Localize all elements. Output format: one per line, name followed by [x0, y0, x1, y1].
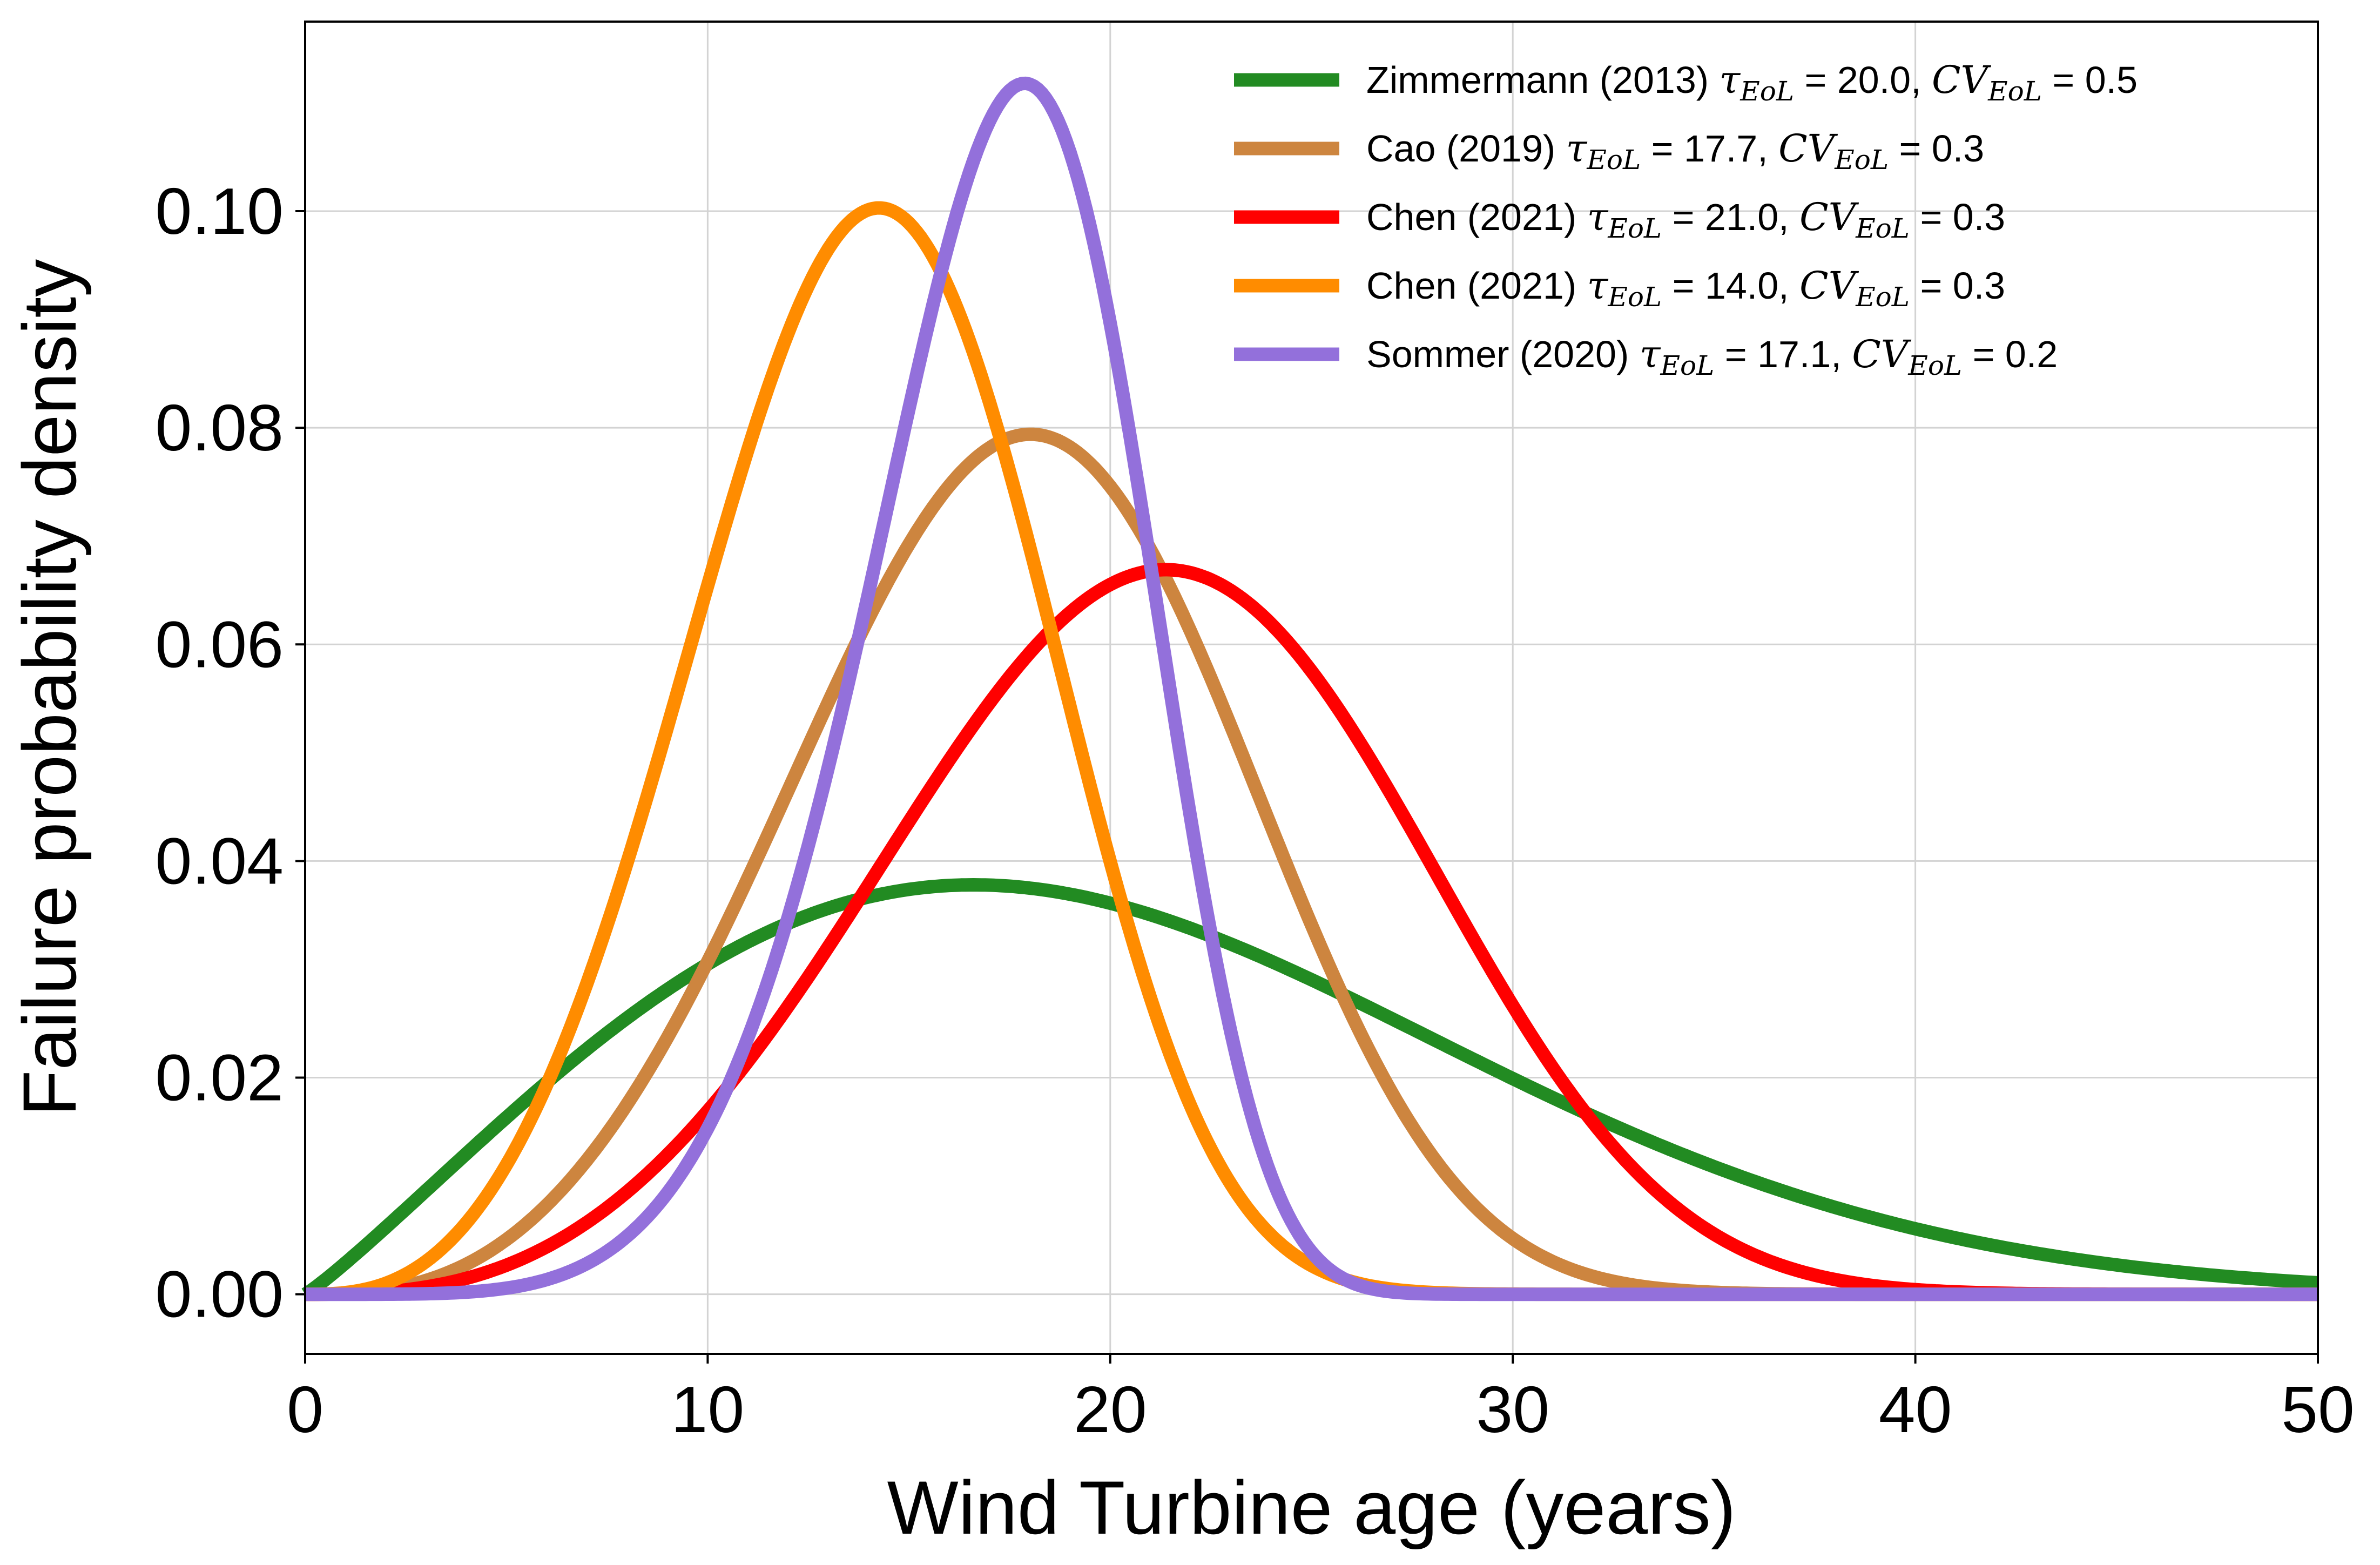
axis-ticks: 0 10 20 30 40 50 0.00 0.02 0.04 0.06 0.08 0.10	[156, 174, 2355, 1446]
legend-entry-5: Sommer (2020) τEoL = 17.1, CVEoL = 0.2	[1366, 332, 2058, 381]
x-tick-label: 10	[671, 1373, 745, 1446]
y-tick-label: 0.00	[156, 1258, 284, 1331]
y-axis-title: Failure probability density	[7, 259, 92, 1116]
legend-entry-1: Zimmermann (2013) τEoL = 20.0, CVEoL = 0…	[1366, 58, 2138, 107]
y-tick-label: 0.04	[156, 824, 284, 898]
x-tick-label: 50	[2281, 1373, 2355, 1446]
legend: Zimmermann (2013) τEoL = 20.0, CVEoL = 0…	[1234, 58, 2138, 381]
x-tick-label: 20	[1074, 1373, 1147, 1446]
legend-entry-2: Cao (2019) τEoL = 17.7, CVEoL = 0.3	[1366, 126, 1984, 176]
series-line-5	[302, 76, 2321, 1301]
legend-entry-4: Chen (2021) τEoL = 14.0, CVEoL = 0.3	[1366, 264, 2005, 313]
x-tick-label: 0	[287, 1373, 323, 1446]
plot-frame	[304, 21, 2319, 1355]
series-line-2	[302, 427, 2321, 1301]
y-tick-label: 0.08	[156, 391, 284, 464]
x-tick-label: 30	[1476, 1373, 1549, 1446]
legend-entry-3: Chen (2021) τEoL = 21.0, CVEoL = 0.3	[1366, 195, 2005, 244]
series-group	[301, 76, 2321, 1301]
y-tick-label: 0.02	[156, 1041, 284, 1115]
x-axis-title: Wind Turbine age (years)	[887, 1465, 1736, 1550]
y-tick-label: 0.06	[156, 608, 284, 681]
x-tick-label: 40	[1879, 1373, 1952, 1446]
y-tick-label: 0.10	[156, 174, 284, 248]
series-line-1	[301, 878, 2321, 1300]
